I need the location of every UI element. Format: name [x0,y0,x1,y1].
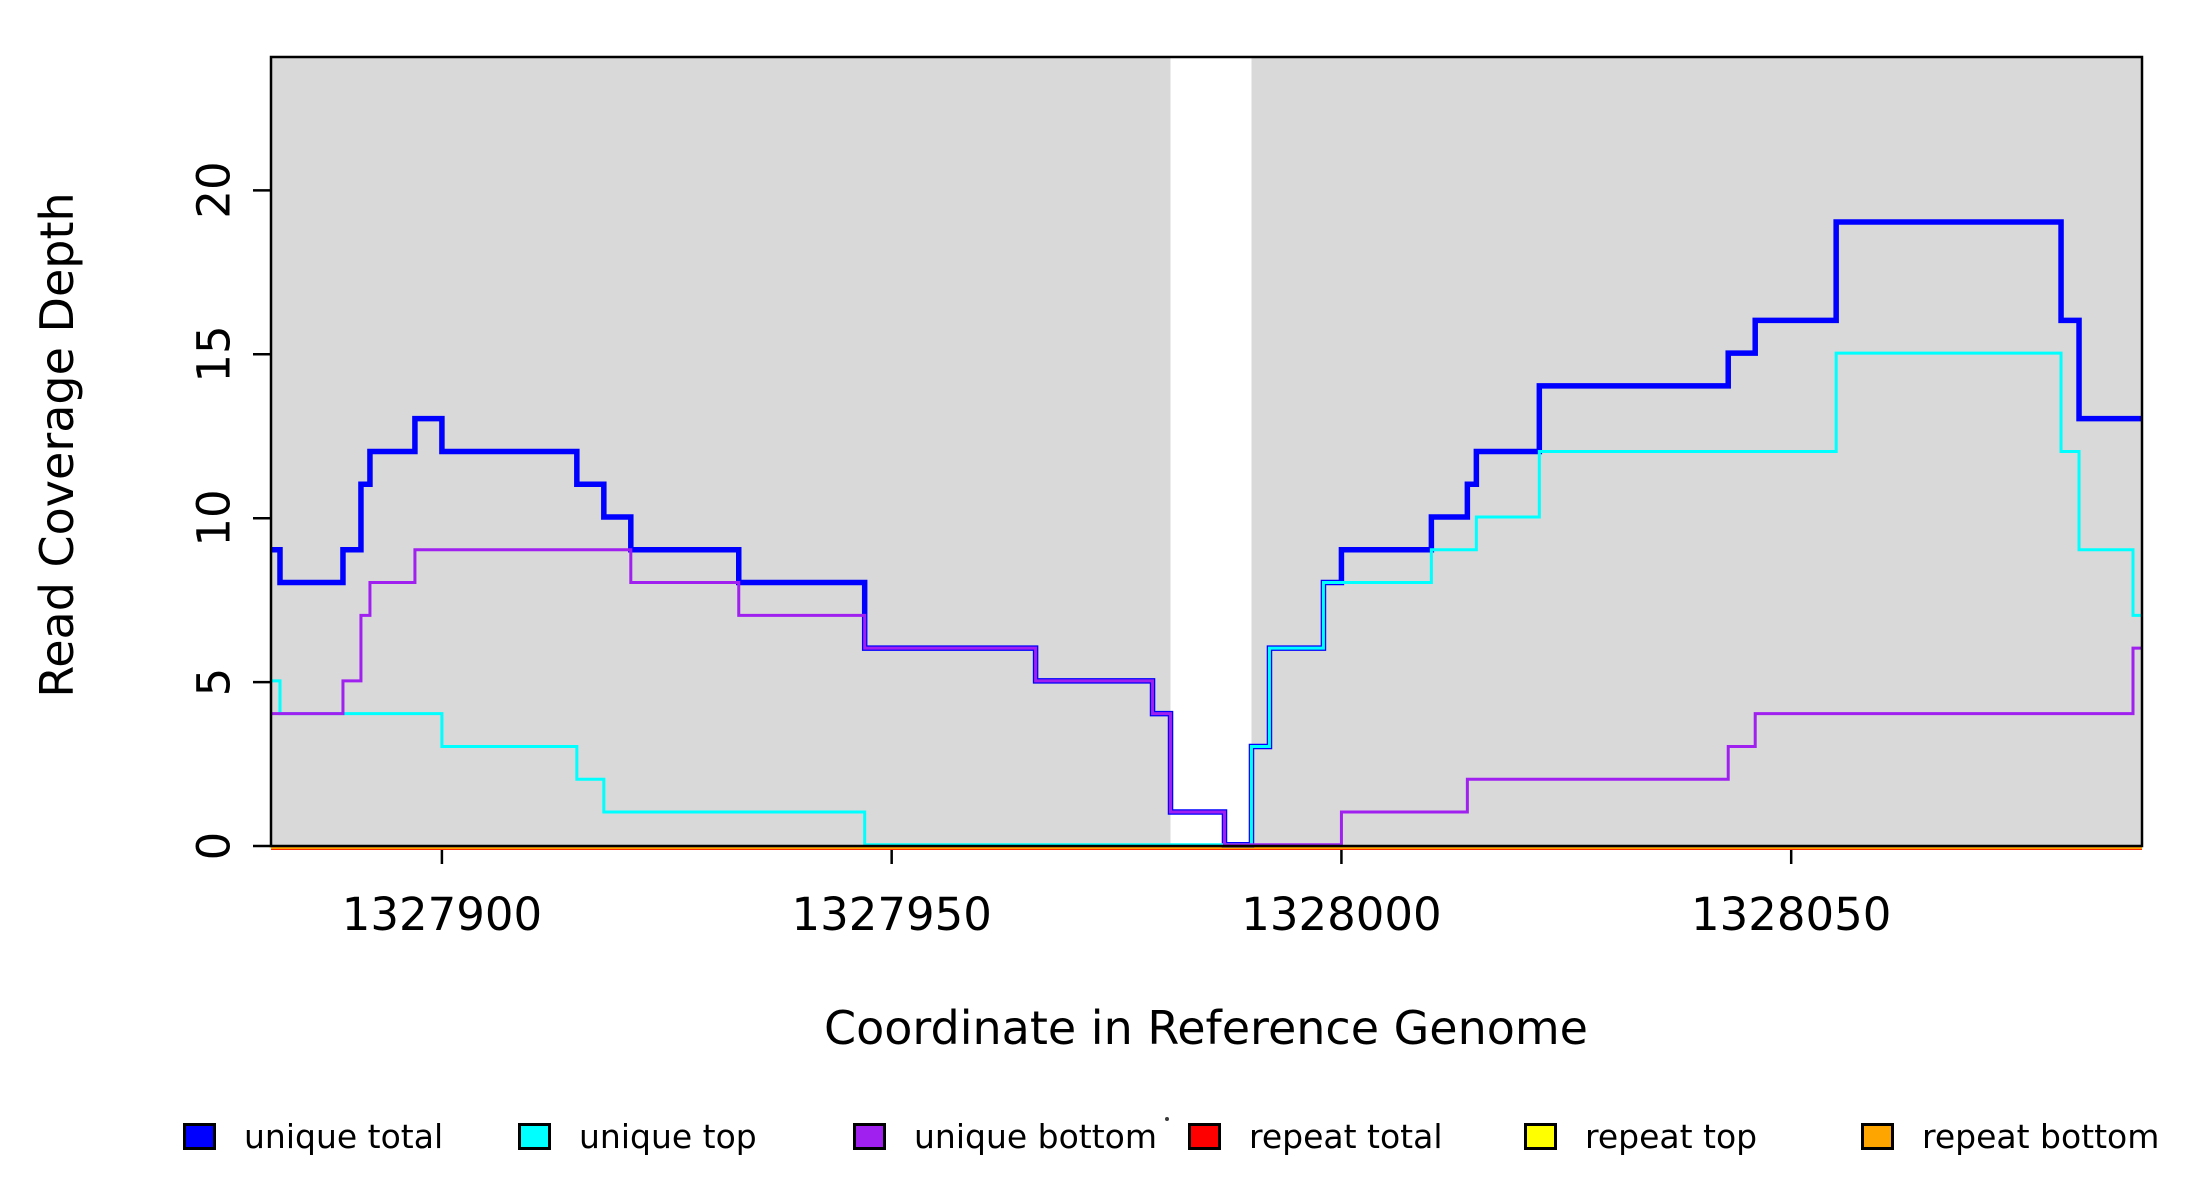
plot-border [269,55,2144,848]
x-tick-label: 1327900 [341,888,543,941]
legend-item-repeat-top: repeat top [1524,1117,1757,1156]
x-tick-label: 1327950 [791,888,992,941]
x-tick-label: 1328000 [1241,888,1442,941]
y-axis-title: Read Coverage Depth [30,192,84,698]
y-tick-label: 5 [187,667,241,697]
series-line-unique-bottom [271,548,2142,847]
legend-label: repeat total [1249,1117,1443,1156]
legend-label: repeat top [1585,1117,1758,1156]
legend-item-unique-total: unique total [183,1117,443,1156]
x-tick-label: 1328050 [1690,888,1892,941]
y-tick-label: 10 [187,489,241,547]
legend-item-repeat-bottom: repeat bottom [1861,1117,2159,1156]
legend-swatch-repeat-bottom [1861,1123,1894,1150]
series-line-unique-top [271,351,2142,847]
legend-swatch-unique-bottom [853,1123,886,1150]
legend-label: unique top [579,1117,757,1156]
x-axis-title: Coordinate in Reference Genome [824,1001,1588,1055]
stray-dot [1165,1117,1169,1121]
legend-item-unique-top: unique top [518,1117,757,1156]
y-tick-label: 0 [187,831,241,861]
legend-item-repeat-total: repeat total [1188,1117,1443,1156]
y-tick-label: 20 [187,161,241,220]
y-tick-label: 15 [187,325,241,383]
legend-swatch-unique-top [518,1123,551,1150]
legend-swatch-repeat-top [1524,1123,1557,1150]
legend-label: repeat bottom [1922,1117,2160,1156]
legend-swatch-unique-total [183,1123,216,1150]
legend-label: unique bottom [914,1117,1158,1156]
legend-label: unique total [244,1117,444,1156]
legend-swatch-repeat-total [1188,1123,1221,1150]
legend-item-unique-bottom: unique bottom [853,1117,1157,1156]
